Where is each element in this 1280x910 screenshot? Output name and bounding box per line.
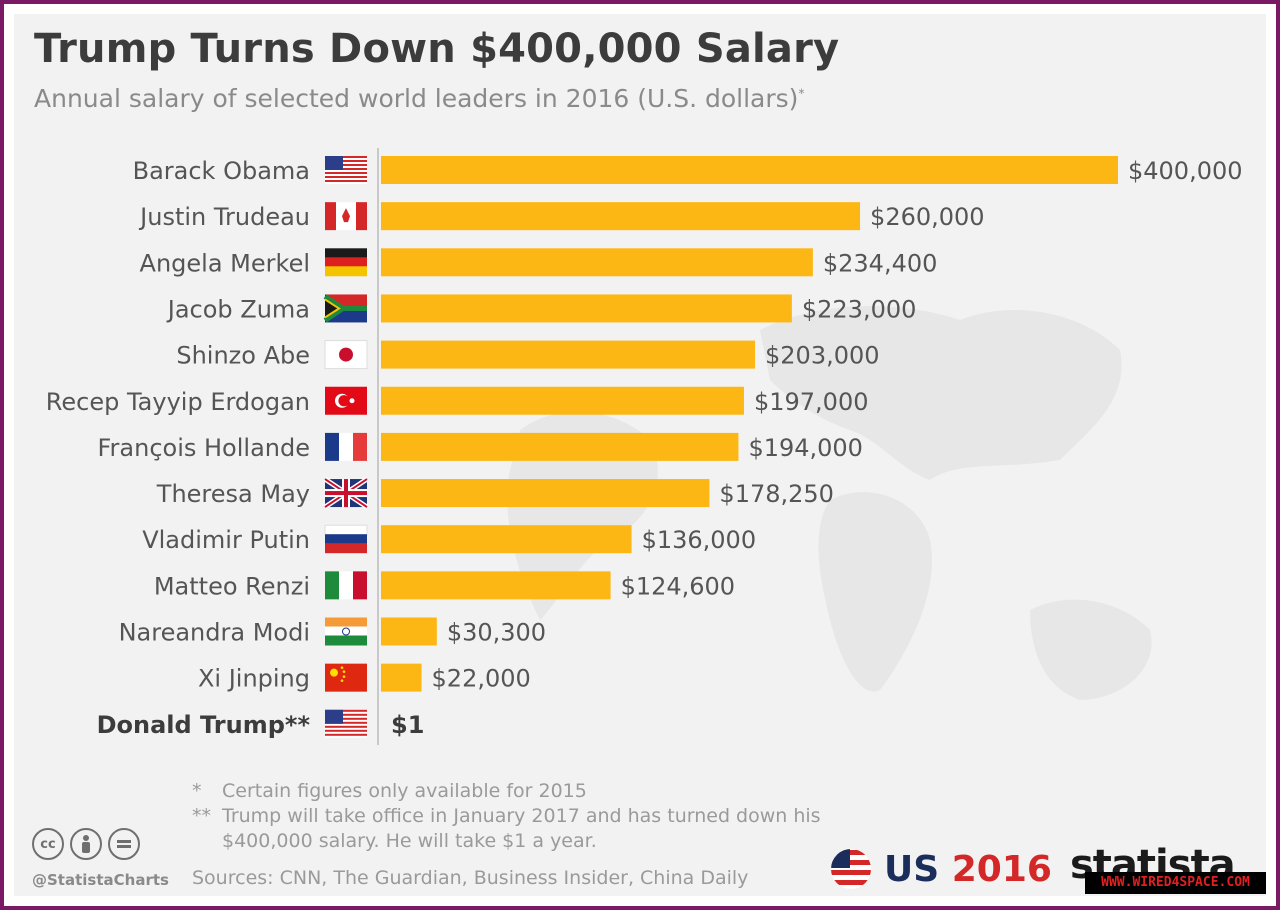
footnote-2: ** Trump will take office in January 201… [192, 804, 832, 854]
no-derivatives-icon [108, 828, 140, 860]
chart-title: Trump Turns Down $400,000 Salary [34, 26, 840, 72]
flag-ca-icon [325, 202, 367, 231]
footnote-1: * Certain figures only available for 201… [192, 779, 832, 804]
category-label: Barack Obama [133, 157, 310, 185]
footnote-1-text: Certain figures only available for 2015 [222, 780, 587, 802]
flag-ru-icon [324, 524, 368, 554]
bar [381, 571, 611, 600]
category-label: Theresa May [156, 480, 310, 508]
bar [381, 432, 739, 461]
license-icons: cc [32, 828, 140, 860]
value-label: $400,000 [1128, 157, 1243, 185]
watermark: WWW.WIRED4SPACE.COM [1085, 872, 1266, 894]
footnote-1-mark: * [192, 780, 202, 802]
us-label: US [884, 848, 940, 890]
value-label: $22,000 [432, 665, 531, 693]
bar [381, 617, 437, 646]
bar [381, 340, 756, 369]
flag-za-icon [323, 294, 367, 323]
bar [381, 248, 813, 277]
salary-bar-chart: Barack Obama $400,000 Justin Trudeau $260,0… [46, 148, 1243, 745]
category-label: Xi Jinping [198, 665, 310, 693]
bar [381, 294, 792, 323]
us-flag-globe-icon [831, 849, 871, 889]
footnote-2-text: Trump will take office in January 2017 a… [222, 805, 821, 852]
flag-fr-icon [325, 432, 367, 461]
bar [381, 156, 1118, 184]
category-label: Jacob Zuma [166, 295, 310, 323]
value-label: $260,000 [870, 203, 985, 231]
attribution-icon [70, 828, 102, 860]
flag-tr-icon [325, 386, 367, 415]
us-2016-text: US 2016 [884, 849, 1052, 890]
subtitle-footnote-mark: * [798, 86, 805, 101]
bar [381, 479, 710, 508]
value-label: $178,250 [719, 480, 834, 508]
value-label: $197,000 [754, 388, 869, 416]
flag-de-icon [325, 248, 367, 277]
bar [381, 663, 422, 692]
flag-us-icon [325, 709, 367, 738]
category-label: Nareandra Modi [119, 619, 310, 647]
value-label: $223,000 [802, 295, 917, 323]
cc-icon: cc [32, 828, 64, 860]
flag-gb-icon [323, 476, 369, 510]
flag-it-icon [325, 571, 367, 600]
value-label: $203,000 [765, 342, 880, 370]
flag-us-icon [325, 156, 367, 184]
value-label: $234,400 [823, 249, 938, 277]
category-label: Donald Trump** [97, 711, 311, 739]
footnote-2-mark: ** [192, 805, 211, 827]
statista-charts-handle: @StatistaCharts [32, 871, 169, 889]
flag-cn-icon [325, 663, 367, 692]
value-label: $136,000 [642, 526, 757, 554]
subtitle-text: Annual salary of selected world leaders … [34, 84, 799, 113]
category-label: Vladimir Putin [142, 526, 310, 554]
category-label: Angela Merkel [140, 249, 310, 277]
category-label: Matteo Renzi [154, 572, 310, 600]
footnotes: * Certain figures only available for 201… [192, 779, 832, 854]
bar [381, 525, 632, 554]
world-map-background [507, 306, 1152, 700]
sources-line: Sources: CNN, The Guardian, Business Ins… [192, 867, 749, 889]
category-label: François Hollande [97, 434, 310, 462]
us-2016-logo: US 2016 [830, 848, 1052, 890]
flag-jp-icon [324, 340, 368, 370]
flag-in-icon [325, 617, 367, 646]
category-label: Shinzo Abe [176, 342, 310, 370]
category-label: Recep Tayyip Erdogan [46, 388, 310, 416]
bar [381, 386, 744, 415]
value-label: $1 [391, 711, 424, 739]
value-label: $124,600 [621, 572, 736, 600]
year-label: 2016 [951, 848, 1052, 890]
chart-subtitle: Annual salary of selected world leaders … [34, 84, 804, 113]
value-label: $194,000 [748, 434, 863, 462]
category-label: Justin Trudeau [138, 203, 310, 231]
bar [381, 202, 861, 231]
value-label: $30,300 [447, 619, 546, 647]
